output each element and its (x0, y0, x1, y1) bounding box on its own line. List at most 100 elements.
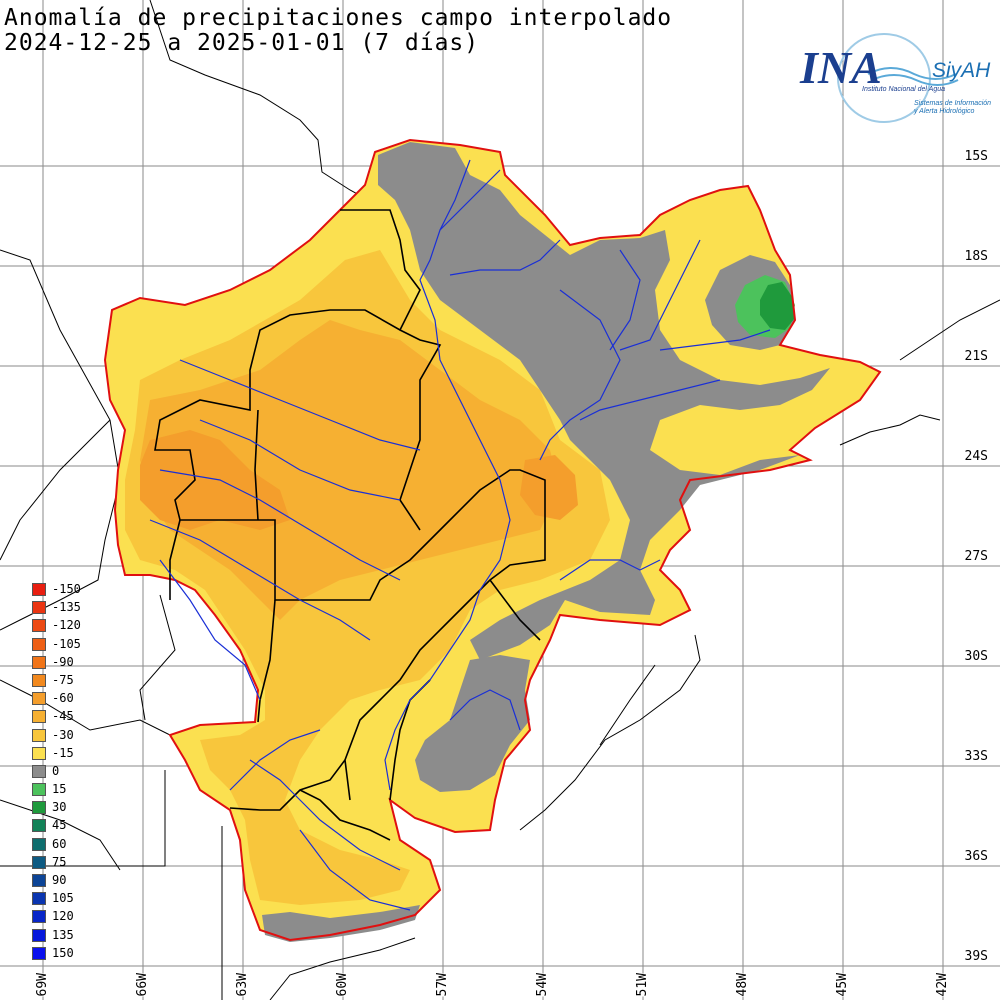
legend-swatch (32, 728, 46, 742)
legend-item: -45 (32, 708, 92, 726)
logo-swoosh-icon (837, 33, 959, 123)
legend-swatch (32, 837, 46, 851)
map-date-range: 2024-12-25 a 2025-01-01 (7 días) (4, 30, 480, 56)
basin-outline (103, 138, 882, 942)
legend-item: 105 (32, 890, 92, 908)
legend-label: 30 (52, 800, 67, 815)
lon-label-57w: 57W (435, 972, 450, 996)
legend-label: -105 (52, 636, 81, 651)
rivers (149, 159, 771, 911)
legend-item: 60 (32, 836, 92, 854)
lat-label-27s: 27S (962, 549, 990, 564)
legend-label: -30 (52, 727, 74, 742)
legend-label: 150 (52, 945, 74, 960)
legend-label: 105 (52, 891, 74, 906)
legend-swatch (32, 910, 46, 924)
anomaly-zone-zero-south (415, 655, 530, 792)
legend-swatch (32, 801, 46, 815)
legend-swatch (32, 783, 46, 797)
legend-label: 120 (52, 909, 74, 924)
lat-label-39s: 39S (962, 949, 990, 964)
legend-swatch (32, 946, 46, 960)
legend-item: -135 (32, 599, 92, 617)
anomaly-zone-zero-southwest (262, 905, 420, 942)
legend-swatch (32, 710, 46, 724)
lat-label-36s: 36S (962, 849, 990, 864)
legend-item: -105 (32, 636, 92, 654)
legend-label: 45 (52, 818, 67, 833)
legend-swatch (32, 619, 46, 633)
legend-label: 15 (52, 782, 67, 797)
lon-label-48w: 48W (735, 972, 750, 996)
legend-item: 30 (32, 799, 92, 817)
legend-item: -120 (32, 617, 92, 635)
anomaly-zone-plus30 (760, 282, 795, 330)
legend-label: -90 (52, 654, 74, 669)
legend-item: 45 (32, 817, 92, 835)
legend-item: -60 (32, 690, 92, 708)
legend-item: 90 (32, 872, 92, 890)
legend-item: 15 (32, 781, 92, 799)
legend-item: 75 (32, 854, 92, 872)
legend-swatch (32, 583, 46, 596)
legend-swatch (32, 637, 46, 651)
logo-siyah-text: SiyAH (932, 59, 991, 82)
legend-label: 60 (52, 836, 67, 851)
legend-swatch (32, 874, 46, 887)
legend-label: 0 (52, 763, 60, 778)
legend-item: -90 (32, 654, 92, 672)
legend-item: 135 (32, 927, 92, 945)
legend-label: -150 (52, 582, 81, 596)
lon-label-69w: 69W (35, 972, 50, 996)
lon-label-54w: 54W (535, 972, 550, 996)
legend-item: 120 (32, 908, 92, 926)
logo-system-desc-1: Sistemas de Información (914, 100, 992, 107)
legend-item: -150 (32, 581, 92, 599)
color-legend: -150 -135 -120 -105 -90 -75 -60 -45 -30 -15 0 15 30 4… (32, 581, 92, 963)
legend-swatch (32, 855, 46, 869)
lon-label-45w: 45W (835, 972, 850, 996)
legend-label: 75 (52, 854, 67, 869)
anomaly-zone-minus60-west (140, 430, 290, 530)
logo-ina-text: INA (800, 42, 882, 93)
ina-siyah-logo: INA SiyAH Instituto Nacional del Agua Si… (796, 30, 996, 130)
lon-label-60w: 60W (335, 972, 350, 996)
legend-label: -75 (52, 672, 74, 687)
legend-label: -45 (52, 709, 74, 724)
legend-swatch (32, 655, 46, 669)
legend-item: -30 (32, 727, 92, 745)
lon-label-42w: 42W (935, 972, 950, 996)
legend-label: -15 (52, 745, 74, 760)
lat-label-33s: 33S (962, 749, 990, 764)
legend-label: -60 (52, 691, 74, 706)
lat-label-21s: 21S (962, 349, 990, 364)
lon-label-51w: 51W (635, 972, 650, 996)
anomaly-zone-zero-north (378, 142, 830, 660)
lon-label-66w: 66W (135, 972, 150, 996)
lon-label-63w: 63W (235, 972, 250, 996)
lat-label-24s: 24S (962, 449, 990, 464)
legend-item: 150 (32, 945, 92, 963)
legend-swatch (32, 764, 46, 778)
legend-item: -15 (32, 745, 92, 763)
anomaly-zone-minus45 (140, 320, 560, 620)
legend-swatch (32, 892, 46, 906)
lat-label-15s: 15S (962, 149, 990, 164)
legend-label: 90 (52, 873, 67, 887)
logo-institution-text: Instituto Nacional del Agua (862, 86, 946, 93)
legend-label: 135 (52, 927, 74, 942)
legend-swatch (32, 819, 46, 833)
legend-swatch (32, 746, 46, 760)
legend-swatch (32, 673, 46, 687)
lat-label-30s: 30S (962, 649, 990, 664)
map-title: Anomalía de precipitaciones campo interp… (4, 5, 673, 31)
legend-item: 0 (32, 763, 92, 781)
anomaly-zone-minus60-east (520, 455, 578, 520)
legend-swatch (32, 692, 46, 706)
legend-label: -120 (52, 618, 81, 633)
lat-label-18s: 18S (962, 249, 990, 264)
legend-swatch (32, 601, 46, 615)
legend-swatch (32, 928, 46, 942)
